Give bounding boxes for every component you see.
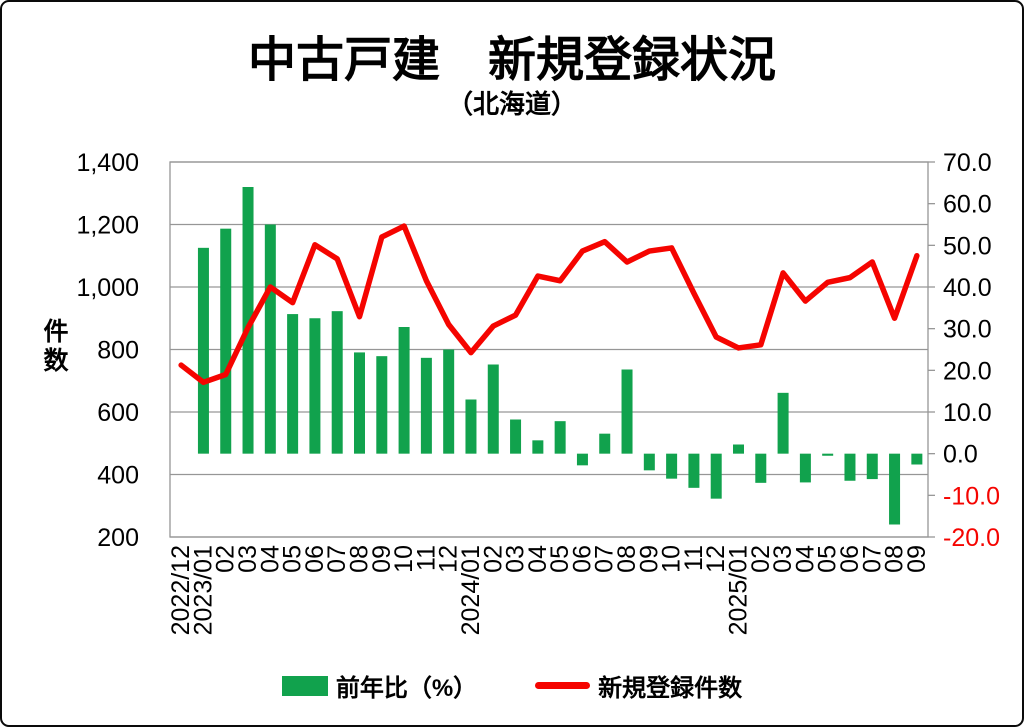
bar-03 — [510, 419, 522, 454]
left-axis-tick-label: 800 — [97, 337, 139, 365]
bar-06 — [576, 453, 588, 466]
bar-02 — [755, 453, 767, 483]
x-axis-tick-label: 02 — [479, 545, 507, 573]
x-axis-tick-label: 05 — [279, 545, 307, 573]
x-axis-tick-label: 09 — [903, 545, 931, 573]
bar-08 — [621, 369, 633, 454]
bar-08 — [889, 453, 901, 525]
plot-border — [169, 161, 929, 538]
right-axis-tick-label: 10.0 — [943, 399, 992, 427]
line-series — [178, 223, 920, 386]
chart-subtitle: （北海道） — [446, 89, 577, 119]
bar-05 — [554, 421, 566, 454]
bar-12 — [710, 453, 722, 499]
x-axis-tick-label: 03 — [769, 545, 797, 573]
x-axis-tick-label: 2025/01 — [725, 545, 753, 635]
x-axis-tick-label: 09 — [635, 545, 663, 573]
x-axis-tick-label: 06 — [836, 545, 864, 573]
right-axis-tick-label: 40.0 — [943, 274, 992, 302]
x-axis-tick-label: 08 — [346, 545, 374, 573]
bar-11 — [420, 357, 432, 454]
x-axis-tick-label: 04 — [791, 545, 819, 573]
bar-07 — [866, 453, 878, 480]
line-series-swatch — [535, 682, 591, 689]
bar-2025/01 — [733, 444, 744, 454]
legend-item-bar-series: 前年比（%） — [281, 668, 478, 703]
right-axis-tick-label: 50.0 — [943, 232, 992, 260]
bar-06 — [309, 318, 321, 454]
x-axis-tick-label: 12 — [435, 545, 463, 573]
bar-02 — [220, 228, 232, 454]
bar-03 — [242, 187, 254, 454]
bar-02 — [487, 364, 499, 454]
x-axis-tick-label: 12 — [702, 545, 730, 573]
x-axis-tick-label: 2022/12 — [167, 545, 195, 635]
left-axis-tick-label: 1,000 — [76, 274, 139, 302]
x-axis-tick-label: 09 — [368, 545, 396, 573]
line-series-label: 新規登録件数 — [598, 675, 743, 702]
x-axis-tick-label: 05 — [814, 545, 842, 573]
x-axis-tick-label: 08 — [613, 545, 641, 573]
bar-series-swatch — [281, 675, 328, 696]
left-axis-tick-label: 600 — [97, 399, 139, 427]
bar-11 — [688, 453, 700, 488]
x-axis-tick-label: 08 — [881, 545, 909, 573]
x-axis-tick-label: 10 — [658, 545, 686, 573]
bar-2024/01 — [465, 399, 477, 454]
bar-04 — [264, 224, 276, 454]
bar-10 — [398, 327, 410, 454]
x-axis-tick-label: 10 — [390, 545, 418, 573]
bar-04 — [532, 440, 544, 454]
right-axis-tick-label: 70.0 — [943, 149, 992, 177]
bar-2023/01 — [197, 247, 209, 454]
left-axis-title: 件数 — [40, 318, 68, 376]
x-axis-tick-label: 11 — [412, 545, 440, 571]
legend: 前年比（%） 新規登録件数 — [2, 668, 1022, 703]
x-axis-tick-label: 06 — [301, 545, 329, 573]
right-axis-tick-label: 0.0 — [943, 441, 978, 469]
x-axis-tick-label: 03 — [502, 545, 530, 573]
right-axis-tick-label: 30.0 — [943, 316, 992, 344]
bar-04 — [799, 453, 811, 483]
left-axis-tick-label: 1,400 — [76, 149, 139, 177]
bar-06 — [844, 453, 856, 481]
bar-05 — [287, 314, 299, 454]
x-axis-tick-label: 07 — [323, 545, 351, 573]
bar-07 — [599, 433, 611, 454]
chart-title: 中古戸建 新規登録状況 — [247, 34, 776, 87]
bar-09 — [376, 356, 388, 454]
legend-item-line-series: 新規登録件数 — [535, 668, 742, 703]
x-axis-tick-label: 02 — [747, 545, 775, 573]
x-axis-tick-label: 06 — [568, 545, 596, 573]
bar-series-label: 前年比（%） — [335, 675, 478, 702]
right-axis-tick-label: 20.0 — [943, 357, 992, 385]
bar-03 — [777, 392, 789, 454]
bar-10 — [666, 453, 678, 479]
bar-07 — [331, 311, 343, 454]
right-axis-tick-label: -20.0 — [943, 524, 1000, 552]
x-axis-tick-label: 11 — [680, 545, 708, 571]
x-axis-tick-label: 2023/01 — [189, 545, 217, 635]
x-axis-tick-label: 07 — [591, 545, 619, 573]
bar-09 — [911, 453, 923, 465]
right-axis-tick-label: -10.0 — [943, 482, 1000, 510]
x-axis-tick-label: 03 — [234, 545, 262, 573]
x-axis-tick-label: 2024/01 — [457, 545, 485, 635]
bar-05 — [822, 453, 834, 456]
left-axis-tick-label: 200 — [97, 524, 139, 552]
right-axis-tick-label: 60.0 — [943, 191, 992, 219]
x-axis-tick-label: 07 — [858, 545, 886, 573]
bar-08 — [354, 352, 365, 454]
x-axis-tick-label: 04 — [524, 545, 552, 573]
bar-12 — [443, 349, 455, 454]
left-axis-tick-label: 400 — [97, 462, 139, 490]
bar-09 — [643, 453, 655, 471]
x-axis-tick-label: 04 — [256, 545, 284, 573]
x-axis-tick-label: 02 — [212, 545, 240, 573]
x-axis-tick-label: 05 — [546, 545, 574, 573]
left-axis-tick-label: 1,200 — [76, 212, 139, 240]
